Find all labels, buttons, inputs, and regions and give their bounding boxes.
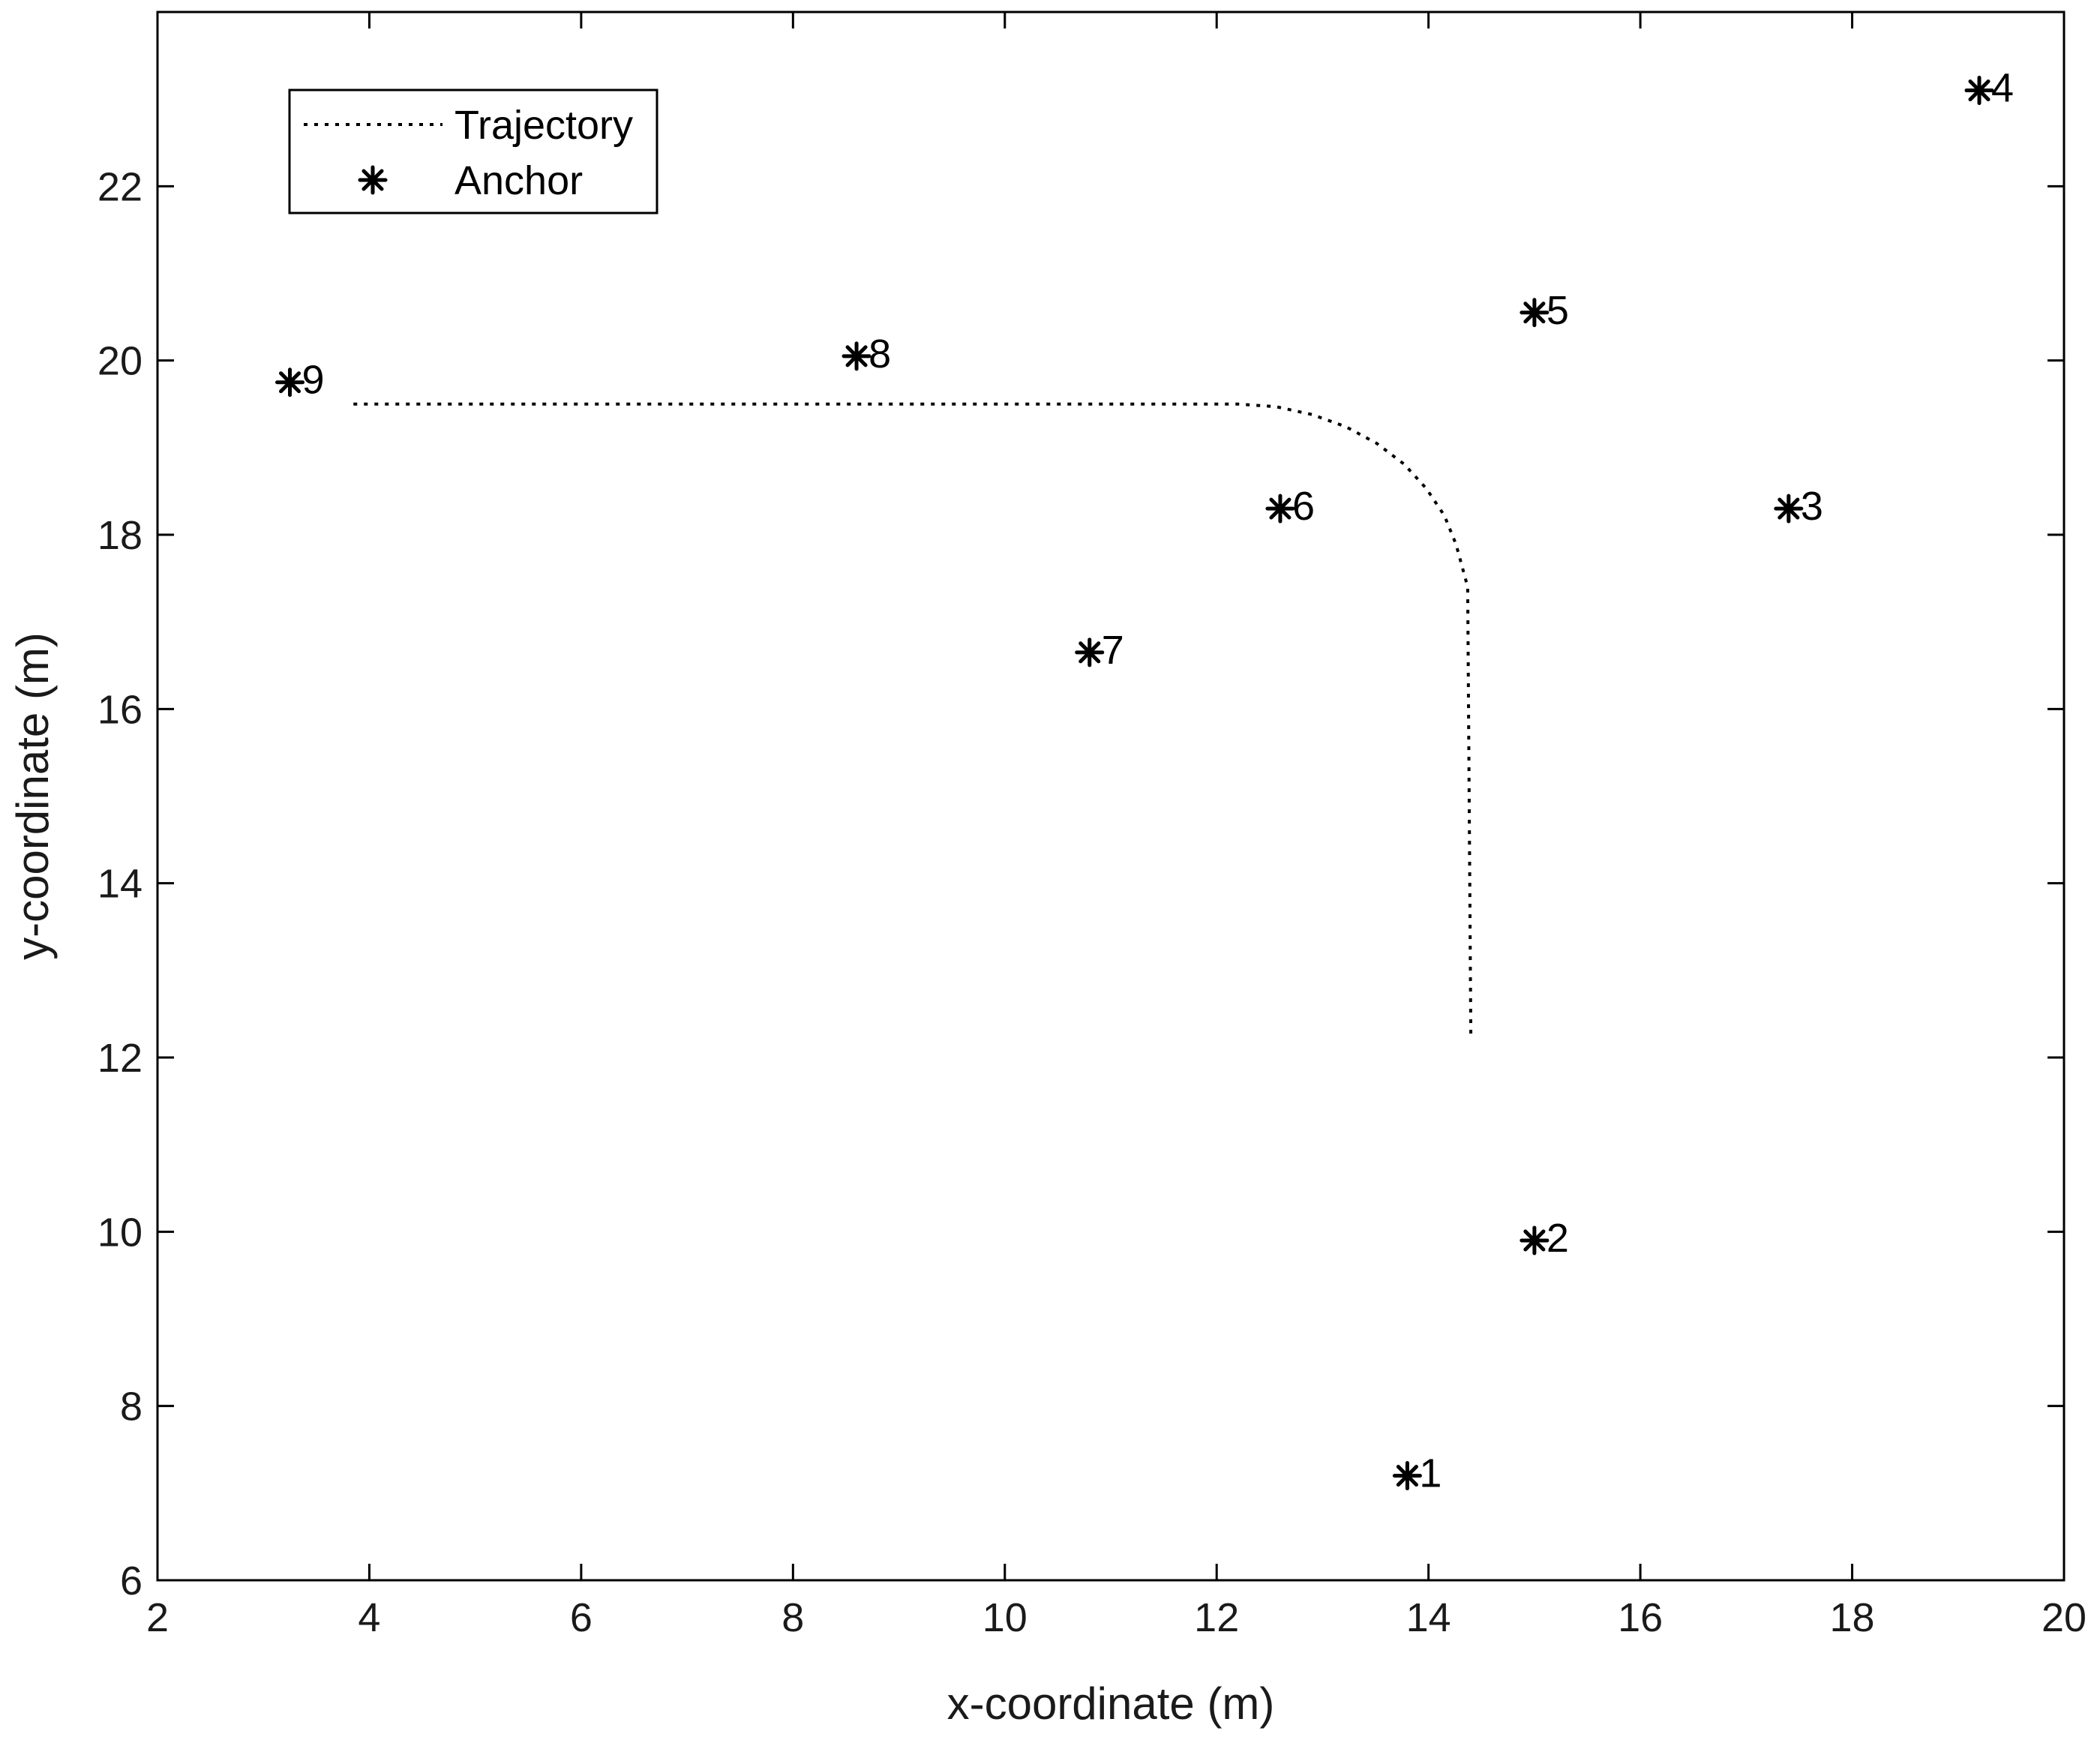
anchor-7-label: 7 xyxy=(1102,628,1124,673)
x-tick-label: 18 xyxy=(1830,1595,1875,1640)
y-tick-label: 22 xyxy=(98,164,142,209)
anchor-8-label: 8 xyxy=(868,332,891,376)
anchor-6-marker xyxy=(1265,494,1295,524)
x-tick-label: 16 xyxy=(1618,1595,1663,1640)
x-tick-label: 2 xyxy=(146,1595,169,1640)
anchor-4-label: 4 xyxy=(1991,66,2014,111)
anchor-5-label: 5 xyxy=(1546,288,1569,333)
anchor-2-marker xyxy=(1520,1226,1550,1256)
y-tick-label: 16 xyxy=(98,687,142,732)
anchor-6-label: 6 xyxy=(1292,484,1315,529)
x-tick-label: 20 xyxy=(2042,1595,2086,1640)
x-tick-label: 10 xyxy=(982,1595,1028,1640)
y-tick-label: 18 xyxy=(98,513,142,558)
anchor-7-marker xyxy=(1075,638,1105,668)
y-tick-label: 20 xyxy=(98,339,142,384)
anchor-2-label: 2 xyxy=(1546,1216,1569,1261)
series-layer: 1 2 3 4 5 6 7 8 9 xyxy=(275,66,2014,1496)
anchor-1-label: 1 xyxy=(1419,1451,1442,1496)
x-tick-label: 14 xyxy=(1406,1595,1451,1640)
legend-trajectory-label: Trajectory xyxy=(454,103,633,148)
y-tick-label: 10 xyxy=(98,1210,142,1255)
x-tick-label: 12 xyxy=(1194,1595,1239,1640)
anchor-3-marker xyxy=(1774,494,1804,524)
y-tick-label: 12 xyxy=(98,1036,142,1081)
anchor-9-marker xyxy=(275,368,305,398)
y-axis-title: y-coordinate (m) xyxy=(8,632,58,960)
anchor-4-marker xyxy=(1964,76,1994,106)
trajectory-line xyxy=(353,402,1473,1040)
anchor-3-label: 3 xyxy=(1801,484,1823,529)
anchor-1-marker xyxy=(1392,1461,1422,1491)
x-axis-ticks: 2 4 6 8 10 12 14 16 18 20 xyxy=(146,12,2086,1640)
legend: Trajectory Anchor xyxy=(288,88,658,214)
legend-box xyxy=(288,88,658,214)
anchor-5-marker xyxy=(1520,298,1550,328)
x-tick-label: 4 xyxy=(358,1595,380,1640)
plot-area xyxy=(156,10,2066,1582)
x-tick-label: 6 xyxy=(570,1595,592,1640)
plot-frame xyxy=(156,10,2066,1582)
anchor-8-marker xyxy=(842,341,872,371)
y-tick-label: 8 xyxy=(120,1384,142,1430)
legend-anchor-swatch xyxy=(358,165,388,195)
x-axis-title: x-coordinate (m) xyxy=(947,1678,1275,1729)
y-tick-label: 14 xyxy=(98,862,142,907)
x-tick-label: 8 xyxy=(782,1595,804,1640)
y-tick-label: 6 xyxy=(120,1558,142,1604)
legend-anchor-label: Anchor xyxy=(454,158,583,203)
anchor-9-label: 9 xyxy=(302,358,325,403)
